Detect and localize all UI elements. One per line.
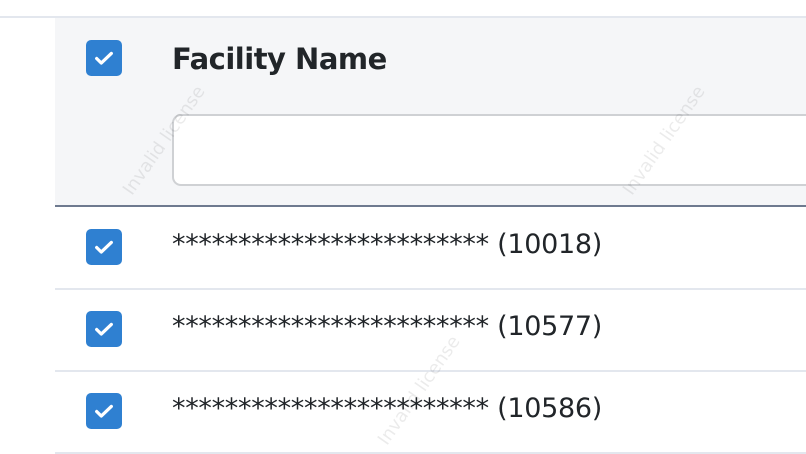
check-icon xyxy=(95,240,113,254)
row-checkbox[interactable] xyxy=(86,311,122,347)
check-icon xyxy=(95,404,113,418)
column-title: Facility Name xyxy=(172,42,387,76)
table-row[interactable]: ************************ (10586) xyxy=(55,371,806,454)
facility-name: ************************ (10577) xyxy=(172,311,602,342)
facility-name: ************************ (10586) xyxy=(172,393,602,424)
select-all-checkbox[interactable] xyxy=(86,40,122,76)
check-icon xyxy=(95,322,113,336)
facility-name-filter-input[interactable] xyxy=(172,114,806,186)
table-row[interactable]: ************************ (10577) xyxy=(55,289,806,372)
row-checkbox[interactable] xyxy=(86,393,122,429)
facility-name: ************************ (10018) xyxy=(172,229,602,260)
top-divider xyxy=(0,16,806,18)
row-checkbox[interactable] xyxy=(86,229,122,265)
table-row[interactable]: ************************ (10018) xyxy=(55,207,806,290)
table-header: Facility Name xyxy=(55,18,806,207)
check-icon xyxy=(95,51,113,65)
